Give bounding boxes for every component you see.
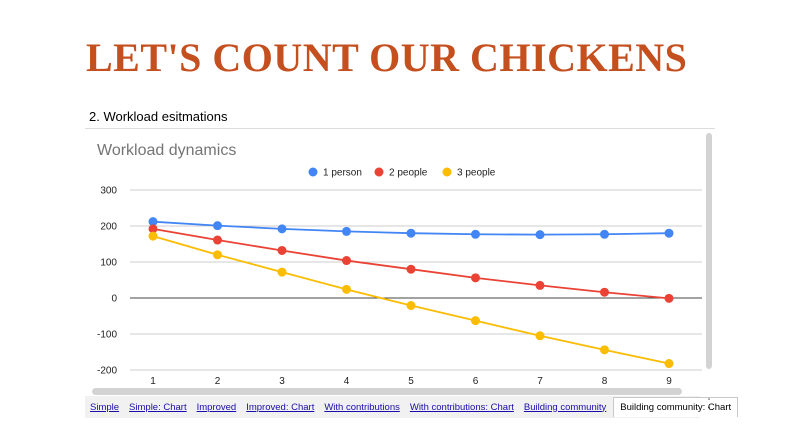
tab-improved-chart[interactable]: Improved: Chart [246, 401, 315, 413]
data-point [342, 284, 351, 294]
data-point [277, 245, 287, 255]
tab-building-community[interactable]: Building community [523, 401, 607, 413]
data-point [664, 359, 674, 369]
legend-label: 1 person [323, 168, 362, 179]
data-point [148, 224, 158, 234]
tab-scroll-up-icon[interactable]: ˅ [707, 398, 711, 406]
data-point [600, 287, 609, 297]
data-point [471, 316, 480, 326]
x-tick-label: 8 [602, 376, 608, 387]
data-point [277, 224, 287, 234]
chart-title: Workload dynamics [97, 142, 236, 159]
x-tick-label: 9 [666, 376, 672, 387]
workload-chart: Workload dynamics 300 200 100 0 -100 -200 1 2 3 4 5… [85, 129, 705, 387]
data-point [471, 273, 480, 283]
x-tick-label: 3 [279, 376, 285, 387]
data-point [535, 331, 545, 341]
data-point [213, 250, 222, 260]
series-line [152, 227, 670, 300]
tab-building-community-chart[interactable]: Building community: Chart [613, 397, 739, 417]
y-tick-label: 0 [111, 294, 117, 305]
data-point [535, 230, 545, 240]
data-point [277, 267, 287, 277]
chart-svg: Workload dynamics 300 200 100 0 -100 -200 1 2 3 4 5… [97, 142, 702, 387]
tab-simple-chart[interactable]: Simple: Chart [129, 401, 187, 413]
x-tick-label: 7 [537, 376, 543, 387]
embedded-sheet [85, 128, 715, 419]
data-point [406, 228, 416, 238]
data-point [213, 221, 222, 231]
legend-label: 2 people [389, 168, 428, 179]
data-point [148, 217, 158, 227]
y-tick-label: 100 [100, 258, 117, 269]
data-point [600, 229, 609, 239]
data-point [471, 229, 480, 239]
sheet-tab-bar: Simple Simple: Chart Improved Improved: … [85, 396, 739, 418]
legend-marker [308, 167, 318, 177]
data-point [664, 228, 674, 238]
data-point [342, 256, 351, 266]
section-heading: 2. Workload esitmations [89, 109, 228, 124]
legend-label: 3 people [457, 168, 496, 179]
y-tick-label: -100 [97, 330, 117, 341]
data-point [213, 235, 222, 245]
series-line [152, 235, 670, 365]
x-tick-label: 1 [150, 376, 156, 387]
legend-marker [374, 167, 384, 177]
tab-with-contributions-chart[interactable]: With contributions: Chart [409, 401, 514, 413]
legend-marker [442, 167, 452, 177]
y-tick-label: 300 [100, 186, 117, 197]
data-point [406, 264, 416, 274]
data-point [342, 226, 351, 236]
y-tick-label: 200 [100, 222, 117, 233]
tab-with-contributions[interactable]: With contributions [324, 401, 400, 413]
x-tick-label: 2 [215, 376, 221, 387]
x-tick-label: 4 [344, 376, 350, 387]
tab-scroll-down-icon[interactable]: ˄ [707, 406, 711, 414]
horizontal-scrollbar-thumb[interactable] [92, 388, 682, 395]
data-point [148, 231, 158, 241]
y-tick-label: -200 [97, 366, 117, 377]
data-point [406, 301, 416, 311]
slide-title: LET'S COUNT OUR CHICKENS [86, 35, 688, 80]
vertical-scrollbar-thumb[interactable] [706, 133, 712, 369]
data-point [600, 345, 609, 355]
x-tick-label: 5 [408, 376, 414, 387]
x-tick-label: 6 [473, 376, 479, 387]
data-point [664, 293, 674, 303]
tab-improved[interactable]: Improved [196, 401, 237, 413]
data-point [535, 280, 545, 290]
tab-nav: ˅ ˄ [704, 398, 714, 414]
tab-simple[interactable]: Simple [90, 401, 120, 413]
